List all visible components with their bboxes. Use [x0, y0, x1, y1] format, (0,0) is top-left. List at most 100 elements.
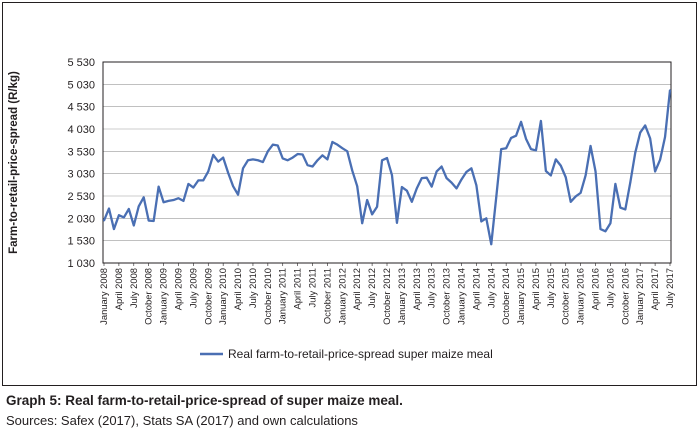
data-point — [465, 170, 468, 173]
x-tick-label: January 2015 — [515, 268, 526, 325]
x-tick-label: January 2009 — [158, 268, 169, 325]
data-point — [167, 200, 170, 202]
data-point — [500, 148, 503, 151]
data-point — [619, 206, 622, 209]
data-point — [485, 217, 488, 220]
y-tick-label: 1 530 — [67, 236, 95, 248]
x-tick-label: April 2012 — [351, 268, 362, 310]
x-tick-label: July 2012 — [366, 268, 377, 308]
data-point — [579, 191, 582, 194]
data-point — [405, 189, 408, 192]
x-tick-label: October 2010 — [262, 268, 273, 325]
data-point — [162, 201, 165, 204]
x-tick-label: April 2011 — [292, 268, 303, 310]
data-point — [540, 120, 542, 122]
data-point — [341, 147, 344, 150]
y-tick-label: 4 030 — [67, 124, 95, 136]
data-point — [460, 178, 463, 181]
data-point — [554, 158, 557, 161]
x-tick-label: January 2012 — [336, 268, 347, 325]
data-point — [569, 200, 572, 203]
x-tick-label: July 2017 — [664, 268, 675, 308]
data-point — [490, 243, 493, 246]
legend-label: Real farm-to-retail-price-spread super m… — [228, 347, 493, 361]
data-point — [197, 179, 200, 182]
data-point — [450, 181, 453, 184]
data-point — [108, 207, 110, 210]
x-tick-label: April 2010 — [232, 268, 243, 310]
data-point — [564, 176, 567, 179]
data-point — [117, 214, 120, 217]
graph-caption-title: Graph 5: Real farm-to-retail-price-sprea… — [6, 393, 403, 408]
data-point — [435, 170, 438, 173]
data-point — [584, 174, 587, 177]
data-point — [599, 228, 602, 230]
data-point — [391, 174, 393, 176]
data-point — [445, 177, 448, 180]
legend: Real farm-to-retail-price-spread super m… — [200, 347, 493, 361]
x-tick-label: January 2016 — [575, 268, 586, 325]
data-point — [410, 200, 413, 203]
x-tick-label: October 2011 — [321, 268, 332, 324]
data-point — [604, 230, 607, 233]
data-point — [301, 153, 304, 156]
data-point — [311, 165, 314, 168]
data-point — [252, 158, 254, 161]
graph-caption-source: Sources: Safex (2017), Stats SA (2017) a… — [6, 413, 358, 428]
data-point — [182, 200, 185, 202]
data-point — [505, 147, 508, 150]
x-tick-label: January 2011 — [277, 268, 288, 324]
data-point — [470, 167, 473, 170]
data-point — [222, 156, 225, 159]
x-tick-label: January 2014 — [455, 268, 466, 325]
data-point — [525, 137, 527, 140]
data-point — [113, 228, 115, 230]
data-point — [291, 156, 294, 159]
data-point — [217, 160, 220, 163]
data-point — [659, 158, 661, 161]
y-tick-label: 2 030 — [67, 213, 95, 225]
data-point — [261, 161, 264, 163]
data-point — [396, 221, 398, 224]
data-point — [281, 157, 284, 160]
data-point — [316, 159, 319, 162]
data-point — [237, 193, 239, 196]
gridlines — [103, 61, 671, 264]
y-tick-label: 1 030 — [67, 258, 95, 270]
x-tick-label: April 2008 — [113, 268, 124, 310]
data-point — [366, 199, 369, 201]
x-tick-label: January 2013 — [396, 268, 407, 325]
data-point — [326, 158, 329, 161]
data-point — [639, 131, 642, 134]
x-tick-label: October 2014 — [500, 268, 511, 325]
y-axis-title: Farm-to-retail-price-spread (R/kg) — [8, 71, 20, 254]
data-point — [103, 219, 105, 222]
plot-area — [102, 61, 672, 264]
y-tick-label: 3 030 — [67, 169, 95, 181]
x-tick-label: January 2008 — [98, 268, 109, 325]
y-tick-label: 4 530 — [67, 102, 95, 114]
data-point — [157, 185, 160, 188]
y-tick-label: 5 530 — [67, 57, 95, 69]
data-point — [376, 205, 378, 208]
data-point — [232, 185, 234, 188]
x-tick-label: April 2017 — [649, 268, 660, 310]
y-tick-label: 2 530 — [67, 191, 95, 203]
data-point — [649, 137, 652, 140]
data-point — [147, 219, 150, 222]
x-tick-label: July 2013 — [426, 268, 437, 308]
series-layer — [102, 89, 672, 246]
x-tick-label: April 2009 — [172, 268, 183, 310]
data-point — [475, 184, 478, 187]
data-point — [644, 124, 647, 127]
data-point — [361, 222, 364, 225]
data-point — [271, 143, 274, 146]
data-point — [515, 134, 517, 137]
data-point — [654, 170, 657, 173]
data-point — [609, 222, 612, 225]
data-point — [614, 183, 617, 185]
data-point — [430, 185, 433, 188]
data-point — [202, 179, 205, 182]
x-tick-label: July 2014 — [485, 268, 496, 308]
data-point — [371, 213, 374, 216]
